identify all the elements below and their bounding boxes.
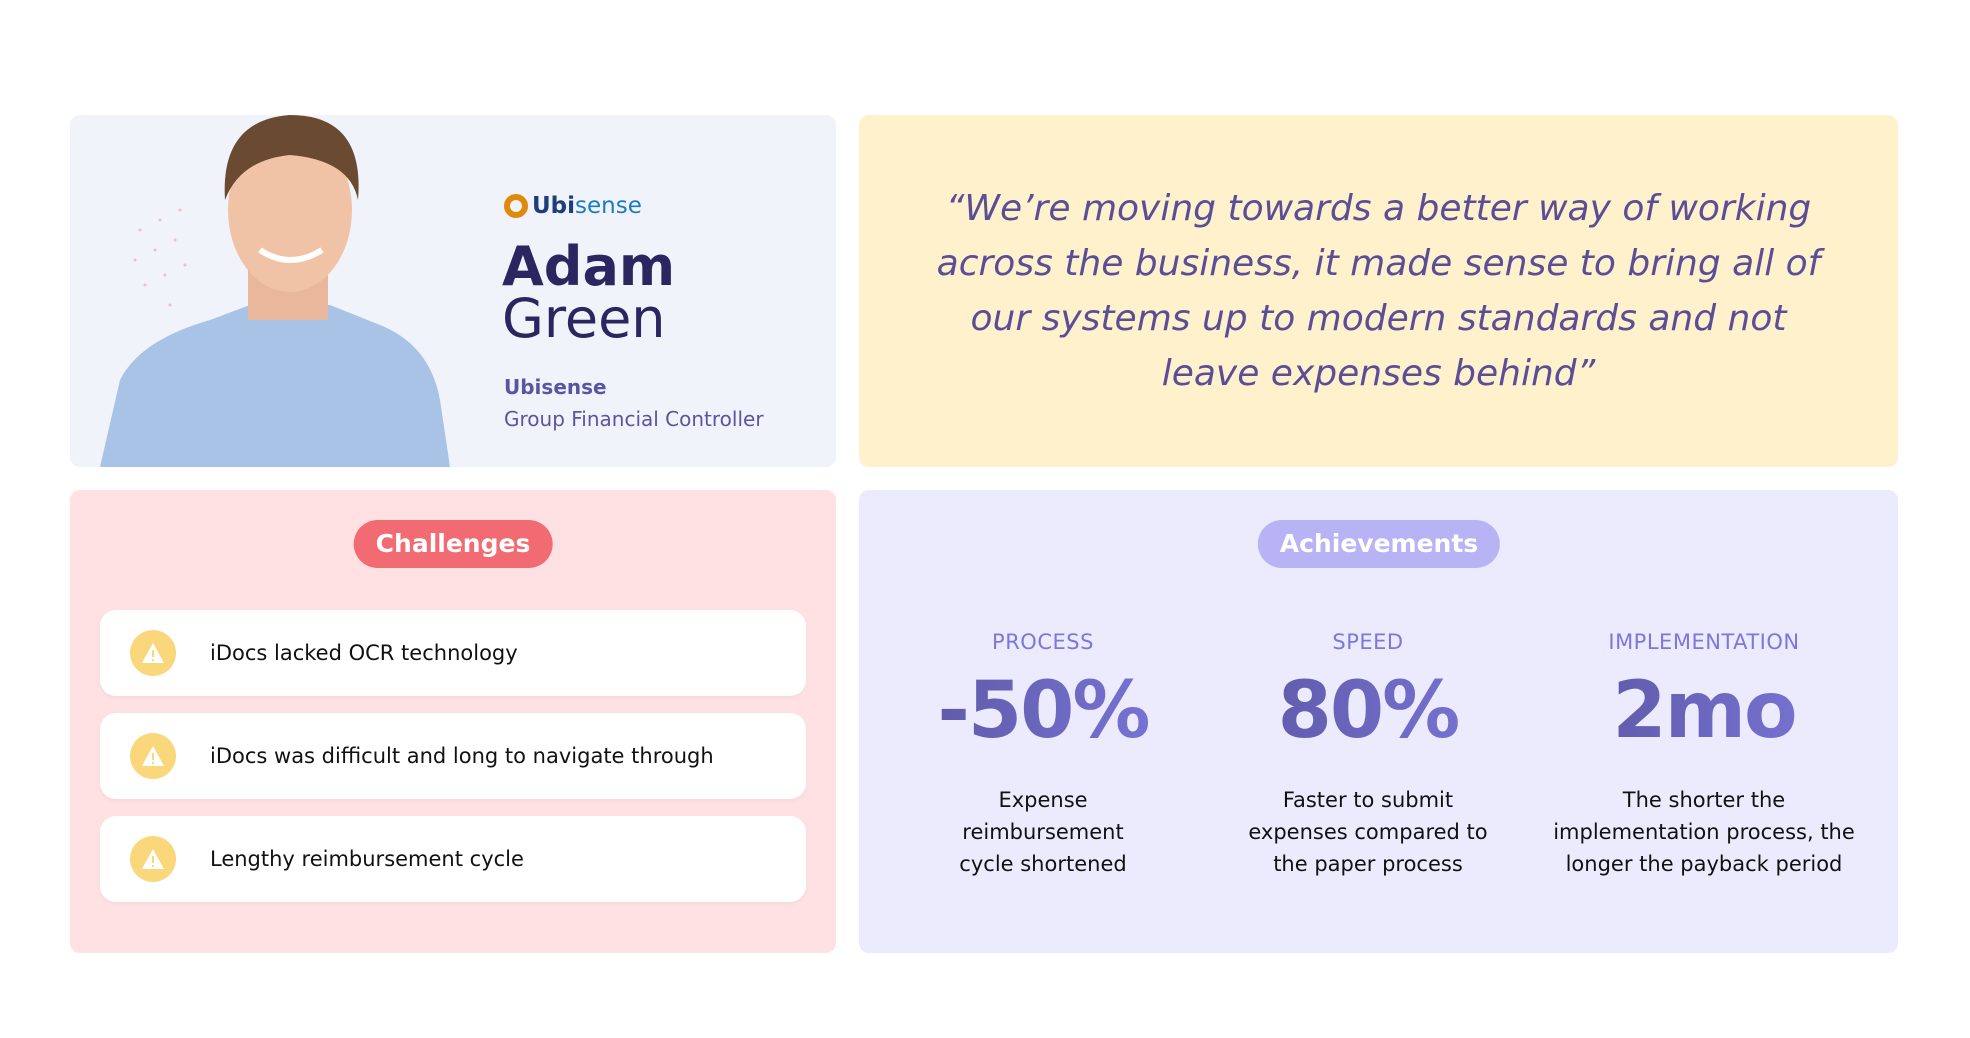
warning-icon xyxy=(130,630,176,676)
achievements-badge: Achievements xyxy=(1257,520,1501,568)
challenge-item: iDocs was difficult and long to navigate… xyxy=(100,713,806,799)
testimonial-quote: “We’re moving towards a better way of wo… xyxy=(936,188,1821,394)
person-photo xyxy=(100,115,450,467)
ubisense-logo-icon xyxy=(504,194,528,218)
stat-process: PROCESS -50% Expense reimbursement cycle… xyxy=(883,630,1203,880)
achievements-card: Achievements PROCESS -50% Expense reimbu… xyxy=(859,490,1898,953)
quote-card: “We’re moving towards a better way of wo… xyxy=(859,115,1898,467)
company-logo: Ubi sense xyxy=(504,193,642,219)
challenges-badge: Challenges xyxy=(353,520,553,568)
challenge-item: iDocs lacked OCR technology xyxy=(100,610,806,696)
challenges-card: Challenges iDocs lacked OCR technology i… xyxy=(70,490,836,953)
profile-card: Ubi sense Adam Green Ubisense Group Finan… xyxy=(70,115,836,467)
warning-icon xyxy=(130,733,176,779)
warning-icon xyxy=(130,836,176,882)
first-name: Adam xyxy=(502,235,676,298)
stat-speed: SPEED 80% Faster to submit expenses comp… xyxy=(1208,630,1528,880)
job-title: Group Financial Controller xyxy=(504,407,764,431)
stat-implementation: IMPLEMENTATION 2mo The shorter the imple… xyxy=(1544,630,1864,880)
company-name: Ubisense xyxy=(504,375,607,399)
last-name: Green xyxy=(502,287,666,350)
challenge-item: Lengthy reimbursement cycle xyxy=(100,816,806,902)
